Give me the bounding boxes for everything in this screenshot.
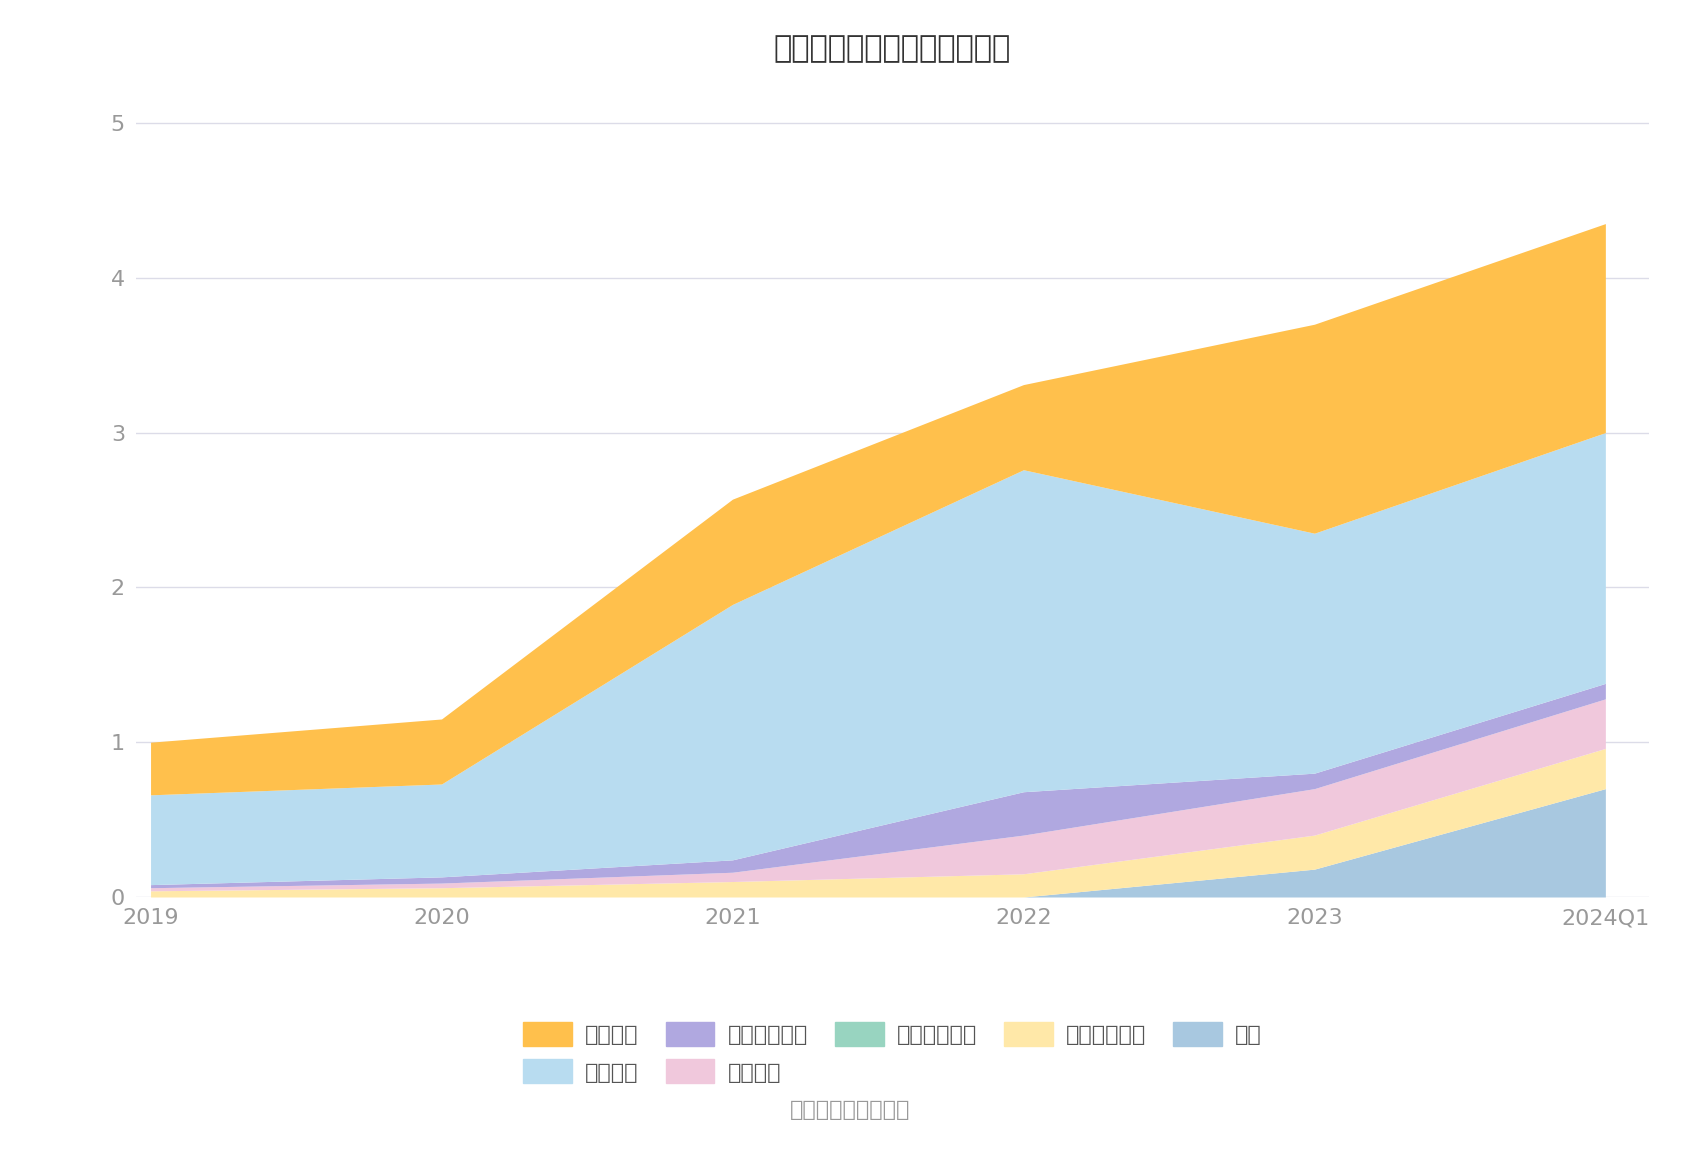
Legend: 应付账款, 合同负债, 应付职工薪酬, 应交税费, 其他流动负债, 长期递延收益, 其它: 应付账款, 合同负债, 应付职工薪酬, 应交税费, 其他流动负债, 长期递延收益… [513, 1013, 1272, 1092]
Text: 数据来源：恒生聚源: 数据来源：恒生聚源 [790, 1099, 910, 1119]
Title: 历年主要负债堆积图（亿元）: 历年主要负债堆积图（亿元） [774, 34, 1011, 63]
